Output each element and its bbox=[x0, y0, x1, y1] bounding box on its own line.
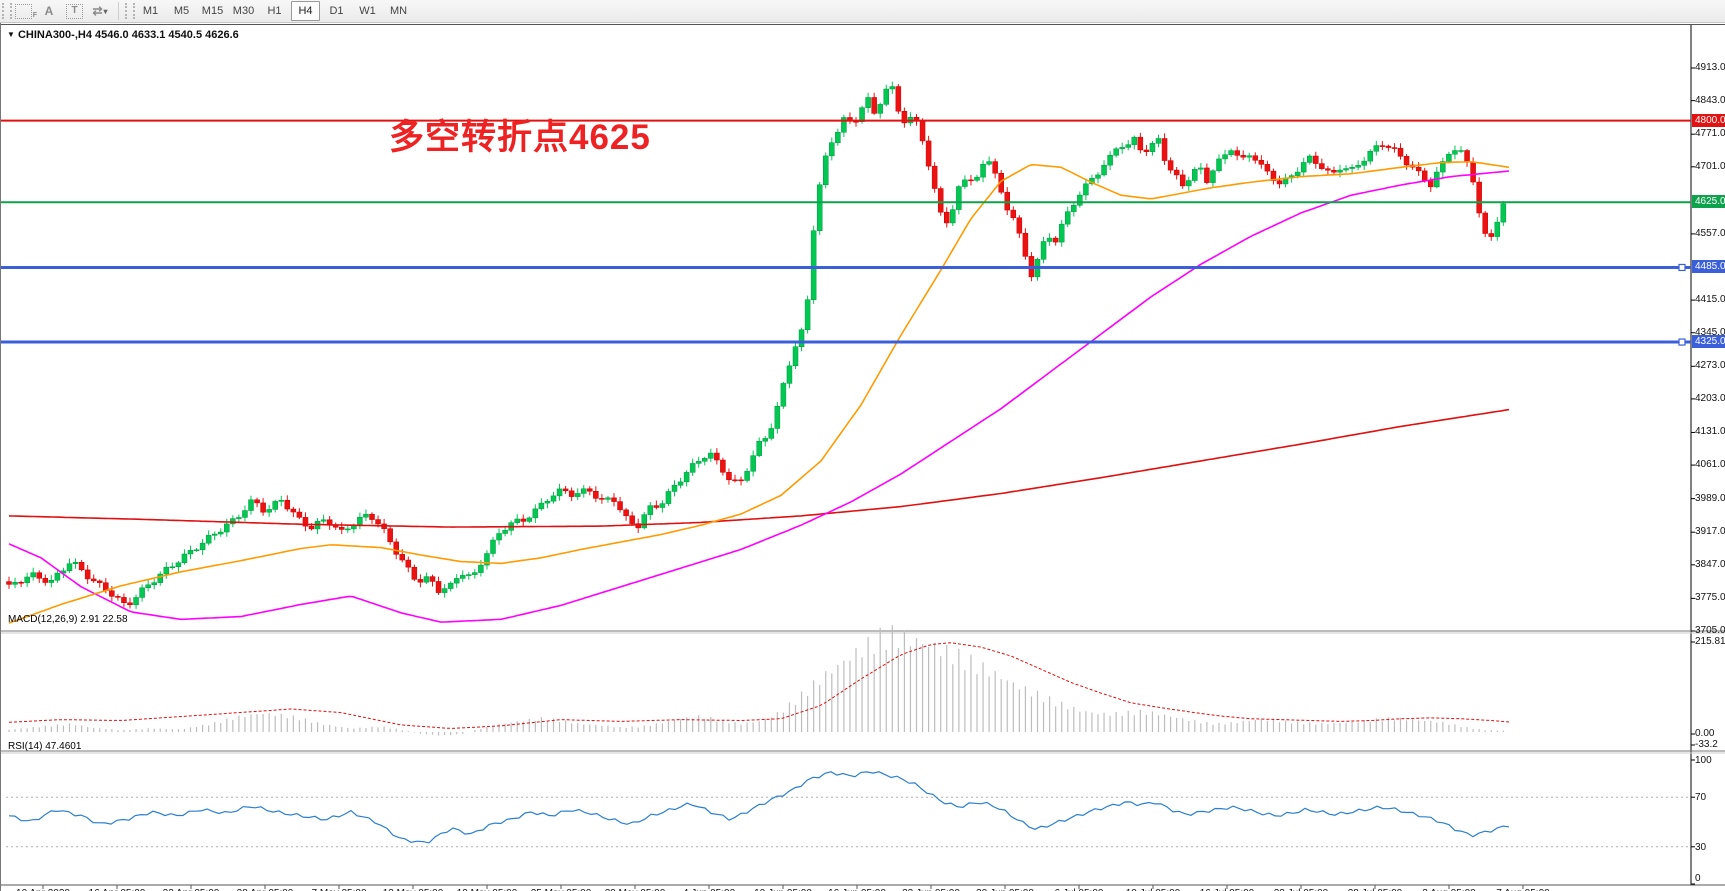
timeframe-button-W1[interactable]: W1 bbox=[359, 5, 376, 17]
rsi-indicator-label: RSI(14) 47.4601 bbox=[8, 741, 82, 752]
time-axis-label: 16 Jun 05:00 bbox=[828, 888, 886, 891]
time-axis-label: 28 Apr 05:00 bbox=[237, 888, 294, 891]
price-tick-label: 4203.0 bbox=[1695, 392, 1725, 404]
time-axis-label: 28 Jul 05:00 bbox=[1348, 888, 1403, 891]
time-axis-label: 10 Jun 05:00 bbox=[754, 888, 812, 891]
macd-indicator-label: MACD(12,26,9) 2.91 22.58 bbox=[8, 614, 128, 625]
time-axis-label: 4 Jun 05:00 bbox=[683, 888, 735, 891]
macd-axis-label: 215.81 bbox=[1695, 636, 1725, 647]
time-axis-label: 25 May 05:00 bbox=[531, 888, 592, 891]
time-axis-label: 6 Jul 05:00 bbox=[1055, 888, 1104, 891]
time-axis-label: 29 May 05:00 bbox=[605, 888, 666, 891]
price-tick-label: 4415.0 bbox=[1695, 294, 1725, 306]
time-axis-label: 10 Apr 2020 bbox=[16, 888, 70, 891]
time-axis-label: 19 May 05:00 bbox=[457, 888, 518, 891]
price-tick-label: 3917.0 bbox=[1695, 526, 1725, 538]
macd-axis-label: 0.00 bbox=[1695, 728, 1715, 739]
timeframe-button-D1[interactable]: D1 bbox=[329, 5, 344, 17]
time-axis-label: 7 Aug 05:00 bbox=[1496, 888, 1549, 891]
hline-price-label: 4485.0 bbox=[1692, 260, 1725, 274]
ma-mid-magenta-line bbox=[8, 170, 1510, 623]
price-tick-label: 4557.0 bbox=[1695, 227, 1725, 239]
time-axis-label: 10 Jul 05:00 bbox=[1126, 888, 1181, 891]
rsi-line bbox=[8, 771, 1510, 844]
f-indicator-icon[interactable]: F bbox=[15, 3, 37, 19]
time-axis-label: 30 Jun 05:00 bbox=[976, 888, 1034, 891]
time-axis-label: 16 Jul 05:00 bbox=[1200, 888, 1255, 891]
time-axis-label: 16 Apr 05:00 bbox=[89, 888, 146, 891]
hline-handle-icon[interactable] bbox=[1678, 263, 1686, 272]
rsi-axis-label: 70 bbox=[1695, 792, 1707, 804]
price-tick-label: 4913.0 bbox=[1695, 62, 1725, 73]
collapse-triangle-icon[interactable]: ▼ bbox=[7, 30, 15, 39]
chart-canvas bbox=[1, 24, 1725, 889]
timeframe-button-M15[interactable]: M15 bbox=[201, 5, 224, 17]
price-tick-label: 4771.0 bbox=[1695, 128, 1725, 140]
price-tick-label: 4701.0 bbox=[1695, 160, 1725, 172]
macd-axis-label: -33.2 bbox=[1695, 739, 1718, 750]
price-tick-label: 4061.0 bbox=[1695, 459, 1725, 471]
hline-price-label: 4325.0 bbox=[1692, 335, 1725, 349]
timeframe-buttons: M1 M5 M15 M30 H1 H4 D1 W1 MN bbox=[135, 0, 414, 22]
symbol-title: CHINA300-,H4 bbox=[17, 29, 92, 41]
symbol-info-line: ▼ CHINA300-,H4 4546.0 4633.1 4540.5 4626… bbox=[7, 29, 239, 41]
chart-window: ▼ CHINA300-,H4 4546.0 4633.1 4540.5 4626… bbox=[0, 23, 1725, 891]
price-tick-label: 4345.0 bbox=[1695, 326, 1725, 338]
chevron-down-icon[interactable]: ▾ bbox=[103, 6, 108, 16]
timeframe-toolbar-grip[interactable] bbox=[125, 3, 135, 19]
ma-fast-orange-line bbox=[8, 160, 1510, 624]
annotation-text[interactable]: 多空转折点4625 bbox=[389, 118, 651, 157]
hline-handle-icon[interactable] bbox=[1678, 338, 1686, 346]
timeframe-button-H1[interactable]: H1 bbox=[267, 5, 282, 17]
rsi-axis-label: 0 bbox=[1695, 873, 1701, 884]
price-tick-label: 4131.0 bbox=[1695, 426, 1725, 438]
timeframe-button-MN[interactable]: MN bbox=[389, 5, 408, 17]
time-axis-label: 22 Jun 05:00 bbox=[902, 888, 960, 891]
macd-signal-line bbox=[8, 642, 1510, 729]
toolbar-grip[interactable] bbox=[2, 3, 12, 19]
price-tick-label: 3989.0 bbox=[1695, 492, 1725, 504]
macd-histogram bbox=[8, 625, 1504, 736]
text-label-tool-icon[interactable]: A bbox=[44, 4, 54, 18]
rsi-axis-label: 100 bbox=[1695, 755, 1712, 766]
time-axis-label: 13 May 05:00 bbox=[383, 888, 444, 891]
time-axis-label: 22 Jul 05:00 bbox=[1274, 888, 1329, 891]
rsi-axis-label: 30 bbox=[1695, 841, 1707, 853]
price-tick-label: 4273.0 bbox=[1695, 360, 1725, 372]
time-axis-label: 22 Apr 05:00 bbox=[163, 888, 220, 891]
ma-slow-red-line bbox=[8, 408, 1510, 528]
timeframe-button-M1[interactable]: M1 bbox=[142, 5, 159, 17]
top-toolbar: F A T ⇄ ▾ M1 M5 M15 M30 H1 H4 D1 W1 MN bbox=[0, 0, 1725, 23]
time-axis-label: 3 Aug 05:00 bbox=[1422, 888, 1475, 891]
hline-price-label: 4625.0 bbox=[1692, 195, 1725, 209]
price-tick-label: 4843.0 bbox=[1695, 94, 1725, 106]
price-tick-label: 3775.0 bbox=[1695, 592, 1725, 604]
timeframe-button-H4[interactable]: H4 bbox=[291, 1, 320, 21]
price-tick-label: 3847.0 bbox=[1695, 558, 1725, 570]
toolbar-separator bbox=[118, 2, 119, 20]
ohlc-values: 4546.0 4633.1 4540.5 4626.6 bbox=[95, 29, 239, 41]
textbox-tool-icon[interactable]: T bbox=[66, 3, 83, 19]
timeframe-button-M30[interactable]: M30 bbox=[232, 5, 255, 17]
arrows-tool-icon[interactable]: ⇄ ▾ bbox=[92, 4, 108, 18]
time-axis-label: 7 May 05:00 bbox=[311, 888, 366, 891]
candlestick-series bbox=[6, 81, 1507, 609]
hline-price-label: 4800.0 bbox=[1692, 113, 1725, 127]
price-tick-label: 3705.0 bbox=[1695, 625, 1725, 636]
timeframe-button-M5[interactable]: M5 bbox=[173, 5, 190, 17]
chart-stage[interactable] bbox=[1, 23, 1725, 891]
